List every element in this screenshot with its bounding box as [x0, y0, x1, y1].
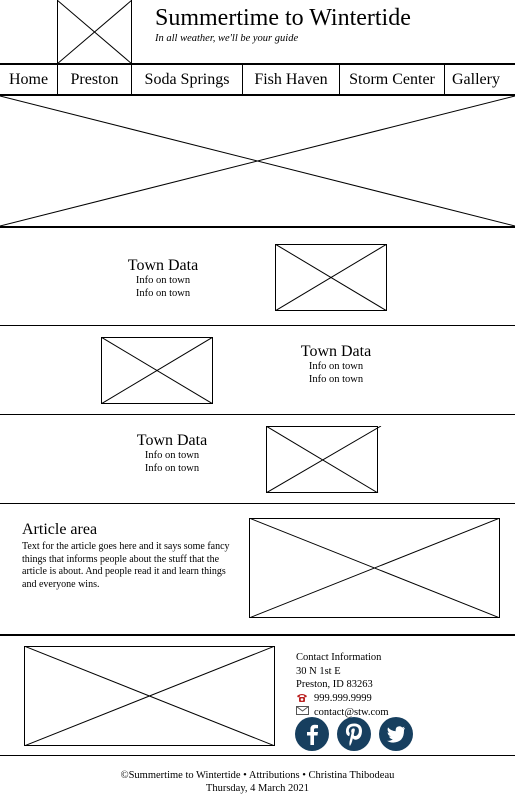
town-heading: Town Data: [127, 257, 199, 274]
contact-email[interactable]: contact@stw.com: [314, 706, 389, 718]
logo-placeholder[interactable]: [57, 0, 132, 64]
town-info: Info on town: [308, 374, 364, 385]
nav-item-home[interactable]: Home: [8, 70, 49, 88]
nav-item-fish-haven[interactable]: Fish Haven: [254, 70, 328, 88]
twitter-icon[interactable]: [379, 717, 413, 751]
contact-phone-row: 999.999.9999: [296, 692, 389, 706]
town-card-3: Town Data Info on town Info on town: [122, 432, 222, 475]
facebook-icon[interactable]: [295, 717, 329, 751]
contact-email-row: contact@stw.com: [296, 706, 389, 720]
footer-date: Thursday, 4 March 2021: [205, 783, 310, 794]
nav-bottom-border: [0, 94, 515, 96]
nav-separator: [339, 65, 340, 94]
pinterest-icon[interactable]: [337, 717, 371, 751]
town-info: Info on town: [144, 463, 200, 474]
town-info: Info on town: [135, 288, 191, 299]
town-heading: Town Data: [300, 343, 372, 360]
article-body: Text for the article goes here and it sa…: [22, 541, 230, 590]
hero-image-placeholder: [0, 96, 515, 226]
nav-top-border: [0, 63, 515, 65]
site-motto: In all weather, we'll be your guide: [155, 33, 299, 44]
hero-bottom-border: [0, 226, 515, 228]
nav-separator: [242, 65, 243, 94]
contact-street: 30 N 1st E: [296, 665, 341, 677]
article-image-placeholder: [249, 518, 500, 618]
section-divider: [0, 414, 515, 415]
nav-item-gallery[interactable]: Gallery: [452, 70, 500, 88]
contact-info: Contact Information 30 N 1st E Preston, …: [296, 651, 389, 719]
contact-city: Preston, ID 83263: [296, 679, 373, 690]
article-heading: Article area: [22, 521, 98, 538]
section-divider: [0, 325, 515, 326]
nav-item-preston[interactable]: Preston: [70, 70, 119, 88]
town-image-placeholder-1: [275, 244, 387, 311]
town-info: Info on town: [144, 450, 200, 461]
nav-separator: [57, 65, 58, 94]
town-info: Info on town: [135, 275, 191, 286]
contact-heading: Contact Information: [296, 652, 382, 663]
section-divider: [0, 503, 515, 504]
town-card-1: Town Data Info on town Info on town: [113, 257, 213, 300]
envelope-icon: [296, 706, 310, 718]
town-info: Info on town: [308, 361, 364, 372]
nav-separator: [444, 65, 445, 94]
town-card-2: Town Data Info on town Info on town: [286, 343, 386, 386]
nav-item-soda-springs[interactable]: Soda Springs: [144, 70, 230, 88]
footer-top-border: [0, 634, 515, 636]
town-image-placeholder-2: [101, 337, 213, 404]
phone-icon: [296, 692, 310, 706]
footer-copyright: ©Summertime to Wintertide • Attributions…: [120, 770, 395, 781]
town-image-placeholder-3: [266, 426, 382, 493]
nav-separator: [131, 65, 132, 94]
town-heading: Town Data: [136, 432, 208, 449]
map-image-placeholder: [24, 646, 275, 746]
site-title: Summertime to Wintertide: [155, 5, 411, 31]
nav-item-storm-center[interactable]: Storm Center: [349, 70, 435, 88]
footer-divider: [0, 755, 515, 756]
contact-phone[interactable]: 999.999.9999: [314, 692, 372, 704]
